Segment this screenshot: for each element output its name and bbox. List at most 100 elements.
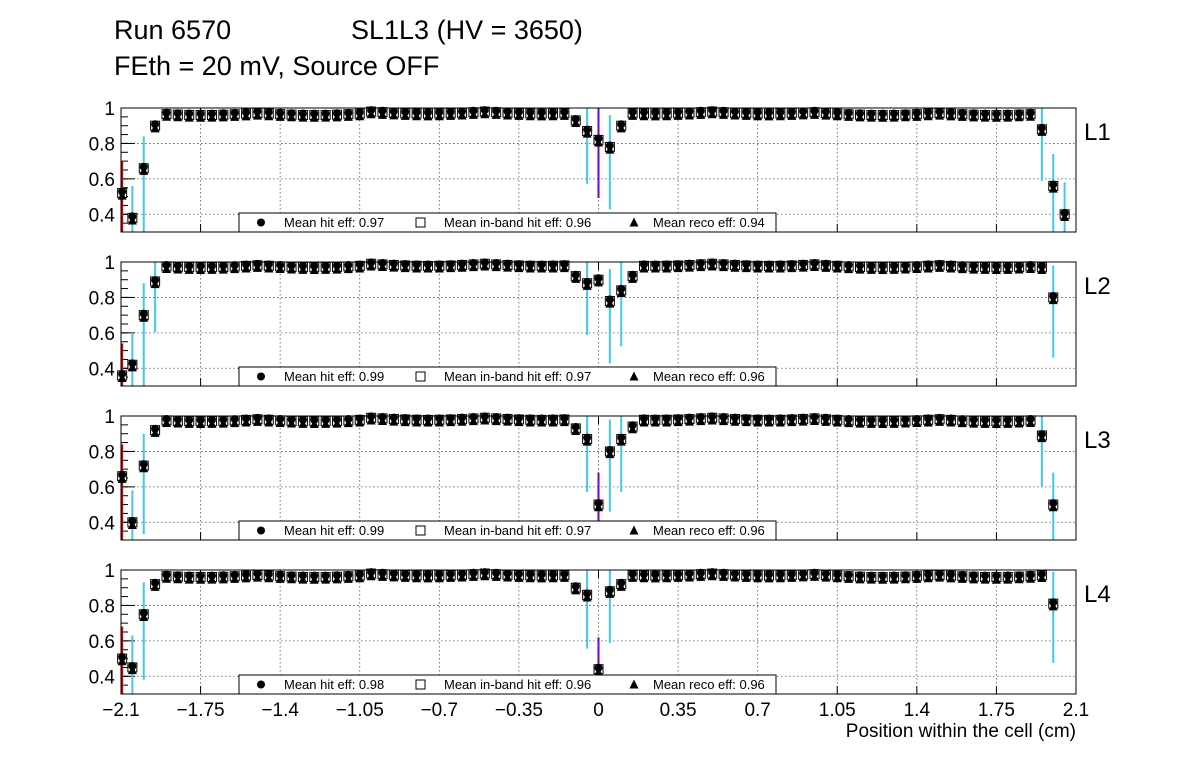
reco-marker <box>230 111 240 121</box>
legend-hit-label: Mean hit eff: 0.99 <box>284 523 384 538</box>
reco-marker <box>400 572 410 582</box>
reco-marker <box>900 418 910 428</box>
reco-marker <box>1003 264 1013 274</box>
reco-marker <box>537 573 547 583</box>
reco-marker <box>912 111 922 121</box>
reco-marker <box>639 111 649 121</box>
reco-marker <box>787 110 797 120</box>
reco-marker <box>844 111 854 121</box>
reco-marker <box>900 112 910 122</box>
reco-marker <box>946 573 956 583</box>
reco-marker <box>446 263 456 273</box>
reco-marker <box>753 417 763 427</box>
reco-marker <box>537 417 547 427</box>
reco-marker <box>537 263 547 273</box>
reco-marker <box>332 418 342 428</box>
reco-marker <box>889 574 899 584</box>
reco-marker <box>446 417 456 427</box>
reco-marker <box>650 111 660 121</box>
reco-marker <box>991 264 1001 274</box>
reco-marker <box>173 112 183 122</box>
reco-marker <box>480 415 490 425</box>
reco-marker <box>866 574 876 584</box>
reco-marker <box>412 263 422 273</box>
reco-marker <box>117 373 127 383</box>
reco-marker <box>821 110 831 120</box>
reco-marker <box>514 263 524 273</box>
settings-title: FEth = 20 mV, Source OFF <box>114 51 440 81</box>
reco-marker <box>218 112 228 122</box>
reco-marker <box>275 573 285 583</box>
reco-marker <box>946 417 956 427</box>
reco-marker <box>525 111 535 121</box>
reco-marker <box>855 418 865 428</box>
reco-marker <box>605 298 615 308</box>
reco-marker <box>491 416 501 426</box>
reco-marker <box>980 112 990 122</box>
reco-marker <box>1026 573 1036 583</box>
y-tick-label: 1 <box>104 99 115 120</box>
reco-marker <box>548 263 558 273</box>
reco-marker <box>503 572 513 582</box>
legend-inband-label: Mean in-band hit eff: 0.97 <box>444 369 591 384</box>
reco-marker <box>980 574 990 584</box>
y-tick-label: 0.8 <box>89 288 115 309</box>
panel-label: L4 <box>1084 581 1111 608</box>
reco-marker <box>1048 183 1058 193</box>
reco-marker <box>423 263 433 273</box>
reco-marker <box>139 611 149 621</box>
reco-marker <box>969 574 979 584</box>
reco-marker <box>810 416 820 426</box>
reco-marker <box>287 264 297 274</box>
reco-marker <box>150 123 160 133</box>
reco-marker <box>298 264 308 274</box>
reco-marker <box>252 416 262 426</box>
reco-marker <box>935 572 945 582</box>
reco-marker <box>457 572 467 582</box>
x-tick-label: 1.4 <box>904 700 931 721</box>
reco-marker <box>935 110 945 120</box>
reco-marker <box>559 110 569 120</box>
reco-marker <box>878 264 888 274</box>
reco-marker <box>832 263 842 273</box>
reco-marker <box>1037 433 1047 443</box>
reco-marker <box>480 261 490 271</box>
panel-label: L1 <box>1084 119 1111 146</box>
reco-marker <box>878 112 888 122</box>
reco-marker <box>457 262 467 272</box>
reco-marker <box>810 262 820 272</box>
reco-marker <box>1037 126 1047 136</box>
reco-marker <box>878 574 888 584</box>
reco-marker <box>309 112 319 122</box>
reco-marker <box>810 571 820 581</box>
legend-reco-label: Mean reco eff: 0.94 <box>653 215 765 230</box>
reco-marker <box>616 581 626 591</box>
reco-marker <box>275 418 285 428</box>
reco-marker <box>957 418 967 428</box>
reco-marker <box>127 362 137 372</box>
reco-marker <box>707 109 717 119</box>
reco-marker <box>1026 418 1036 428</box>
legend-inband-label: Mean in-band hit eff: 0.96 <box>444 215 591 230</box>
reco-marker <box>1003 574 1013 584</box>
reco-marker <box>696 262 706 272</box>
reco-marker <box>741 572 751 582</box>
reco-marker <box>264 111 274 121</box>
reco-marker <box>491 571 501 581</box>
x-tick-label: 2.1 <box>1063 700 1089 721</box>
legend-reco-label: Mean reco eff: 0.96 <box>653 369 765 384</box>
reco-marker <box>298 418 308 428</box>
reco-marker <box>844 264 854 274</box>
reco-marker <box>900 264 910 274</box>
reco-marker <box>377 262 387 272</box>
y-tick-label: 0.6 <box>89 170 115 191</box>
reco-marker <box>377 571 387 581</box>
reco-marker <box>582 280 592 290</box>
reco-marker <box>503 262 513 272</box>
reco-marker <box>787 417 797 427</box>
reco-marker <box>923 417 933 427</box>
reco-marker <box>753 263 763 273</box>
reco-marker <box>332 264 342 274</box>
reco-marker <box>571 585 581 595</box>
